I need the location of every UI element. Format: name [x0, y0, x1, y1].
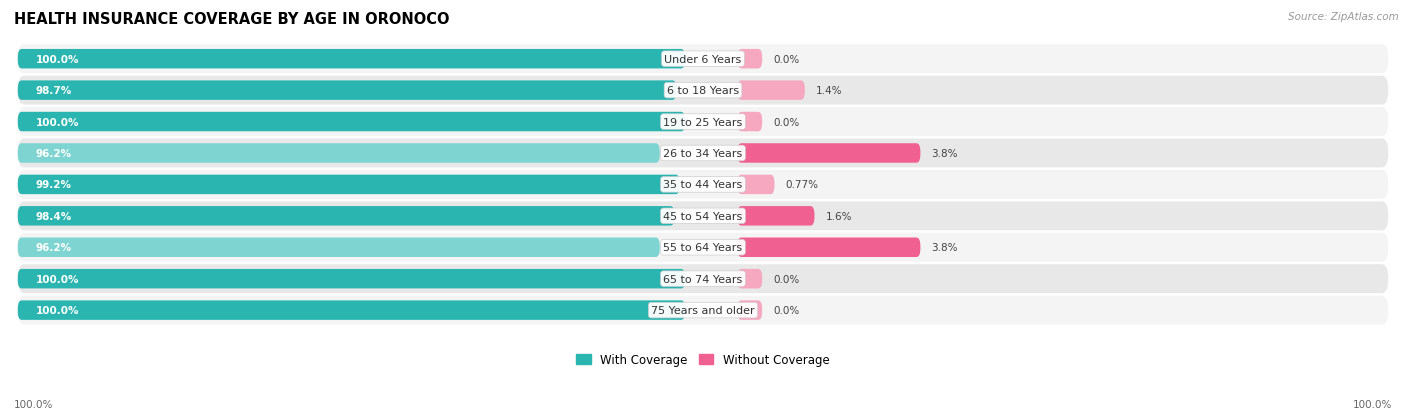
Text: 1.6%: 1.6% — [825, 211, 852, 221]
Text: 100.0%: 100.0% — [35, 55, 79, 64]
Text: HEALTH INSURANCE COVERAGE BY AGE IN ORONOCO: HEALTH INSURANCE COVERAGE BY AGE IN ORON… — [14, 12, 450, 27]
FancyBboxPatch shape — [18, 202, 1388, 231]
FancyBboxPatch shape — [18, 108, 1388, 137]
Text: 100.0%: 100.0% — [35, 274, 79, 284]
Text: Under 6 Years: Under 6 Years — [665, 55, 741, 64]
Text: 96.2%: 96.2% — [35, 149, 72, 159]
Text: 0.0%: 0.0% — [773, 117, 800, 127]
FancyBboxPatch shape — [18, 233, 1388, 262]
Text: 98.4%: 98.4% — [35, 211, 72, 221]
Legend: With Coverage, Without Coverage: With Coverage, Without Coverage — [572, 349, 834, 371]
Text: Source: ZipAtlas.com: Source: ZipAtlas.com — [1288, 12, 1399, 22]
Text: 65 to 74 Years: 65 to 74 Years — [664, 274, 742, 284]
Text: 26 to 34 Years: 26 to 34 Years — [664, 149, 742, 159]
Text: 100.0%: 100.0% — [35, 305, 79, 316]
Text: 35 to 44 Years: 35 to 44 Years — [664, 180, 742, 190]
FancyBboxPatch shape — [737, 50, 762, 69]
FancyBboxPatch shape — [18, 296, 1388, 325]
FancyBboxPatch shape — [18, 45, 1388, 74]
Text: 96.2%: 96.2% — [35, 243, 72, 253]
FancyBboxPatch shape — [737, 301, 762, 320]
FancyBboxPatch shape — [18, 144, 659, 163]
FancyBboxPatch shape — [18, 112, 685, 132]
Text: 98.7%: 98.7% — [35, 86, 72, 96]
FancyBboxPatch shape — [737, 238, 921, 257]
FancyBboxPatch shape — [18, 139, 1388, 168]
FancyBboxPatch shape — [18, 76, 1388, 105]
Text: 3.8%: 3.8% — [931, 243, 957, 253]
FancyBboxPatch shape — [18, 50, 685, 69]
Text: 0.0%: 0.0% — [773, 55, 800, 64]
Text: 100.0%: 100.0% — [35, 117, 79, 127]
FancyBboxPatch shape — [737, 81, 804, 101]
Text: 75 Years and older: 75 Years and older — [651, 305, 755, 316]
FancyBboxPatch shape — [18, 265, 1388, 293]
FancyBboxPatch shape — [18, 269, 685, 289]
Text: 55 to 64 Years: 55 to 64 Years — [664, 243, 742, 253]
FancyBboxPatch shape — [18, 206, 675, 226]
Text: 0.77%: 0.77% — [786, 180, 818, 190]
Text: 19 to 25 Years: 19 to 25 Years — [664, 117, 742, 127]
Text: 100.0%: 100.0% — [14, 399, 53, 409]
Text: 0.0%: 0.0% — [773, 305, 800, 316]
FancyBboxPatch shape — [18, 301, 685, 320]
FancyBboxPatch shape — [18, 175, 679, 195]
Text: 3.8%: 3.8% — [931, 149, 957, 159]
Text: 1.4%: 1.4% — [815, 86, 842, 96]
FancyBboxPatch shape — [18, 81, 676, 101]
FancyBboxPatch shape — [737, 175, 775, 195]
Text: 6 to 18 Years: 6 to 18 Years — [666, 86, 740, 96]
FancyBboxPatch shape — [737, 206, 814, 226]
FancyBboxPatch shape — [737, 144, 921, 163]
FancyBboxPatch shape — [737, 112, 762, 132]
Text: 99.2%: 99.2% — [35, 180, 72, 190]
FancyBboxPatch shape — [18, 238, 659, 257]
Text: 0.0%: 0.0% — [773, 274, 800, 284]
FancyBboxPatch shape — [737, 269, 762, 289]
Text: 45 to 54 Years: 45 to 54 Years — [664, 211, 742, 221]
FancyBboxPatch shape — [18, 171, 1388, 199]
Text: 100.0%: 100.0% — [1353, 399, 1392, 409]
